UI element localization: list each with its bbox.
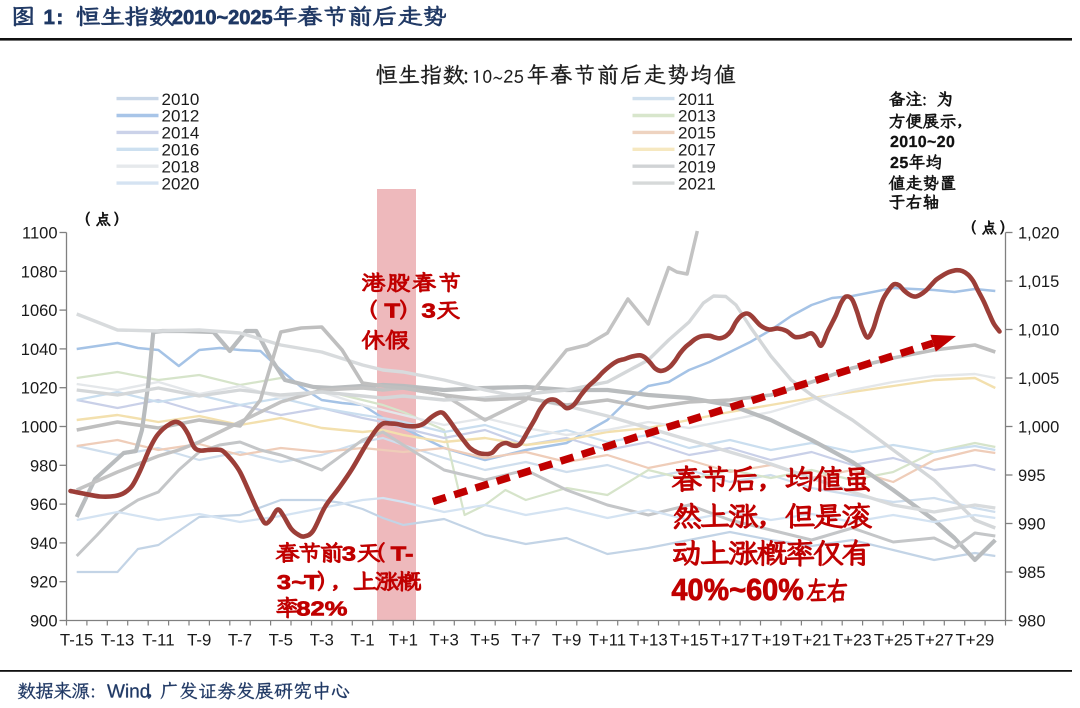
svg-text:2020: 2020 <box>162 174 200 193</box>
svg-text:2019: 2019 <box>678 157 716 176</box>
svg-text:T+23: T+23 <box>833 631 872 650</box>
svg-text:T-3: T-3 <box>310 631 334 650</box>
svg-text:T+5: T+5 <box>470 631 499 650</box>
svg-text:1020: 1020 <box>21 380 58 398</box>
svg-text:T+29: T+29 <box>956 631 995 650</box>
svg-text:1,010: 1,010 <box>1018 321 1059 339</box>
svg-text:980: 980 <box>1018 612 1046 630</box>
svg-text:1060: 1060 <box>21 302 58 320</box>
svg-text:T+11: T+11 <box>589 631 626 650</box>
svg-text:T+17: T+17 <box>711 631 750 650</box>
svg-text:T+1: T+1 <box>389 631 418 650</box>
svg-text:T-7: T-7 <box>228 631 252 650</box>
svg-text:1100: 1100 <box>22 225 57 243</box>
svg-text:T-5: T-5 <box>269 631 293 650</box>
svg-text:985: 985 <box>1018 564 1046 582</box>
svg-text:2014: 2014 <box>162 124 200 143</box>
svg-text:1080: 1080 <box>21 263 58 281</box>
svg-text:T-1: T-1 <box>350 631 374 650</box>
svg-text:T-9: T-9 <box>187 631 211 650</box>
svg-text:2010: 2010 <box>162 90 200 109</box>
svg-text:T-11: T-11 <box>142 631 174 650</box>
svg-text:1000: 1000 <box>21 419 58 437</box>
svg-text:2012: 2012 <box>162 107 200 126</box>
svg-text:1,000: 1,000 <box>1018 418 1059 436</box>
svg-text:T+19: T+19 <box>751 631 790 650</box>
svg-text:T+7: T+7 <box>511 631 540 650</box>
svg-text:960: 960 <box>30 496 58 514</box>
svg-text:995: 995 <box>1018 467 1046 485</box>
svg-text:T-15: T-15 <box>60 631 94 650</box>
svg-text:1,005: 1,005 <box>1018 370 1059 388</box>
svg-text:T+3: T+3 <box>429 631 458 650</box>
svg-text:900: 900 <box>30 613 58 631</box>
svg-text:940: 940 <box>30 535 58 553</box>
svg-text:T-13: T-13 <box>101 631 135 650</box>
svg-text:920: 920 <box>30 574 58 592</box>
svg-text:2017: 2017 <box>678 141 716 160</box>
svg-text:2011: 2011 <box>678 90 715 109</box>
svg-text:T+15: T+15 <box>670 631 709 650</box>
svg-text:T+21: T+21 <box>792 631 831 650</box>
svg-text:1,020: 1,020 <box>1018 224 1059 242</box>
svg-text:2013: 2013 <box>678 107 716 126</box>
svg-text:T+25: T+25 <box>874 631 913 650</box>
svg-text:980: 980 <box>30 457 58 475</box>
svg-text:2016: 2016 <box>162 141 200 160</box>
svg-text:T+9: T+9 <box>552 631 581 650</box>
svg-text:2018: 2018 <box>162 157 200 176</box>
svg-text:990: 990 <box>1018 515 1046 533</box>
svg-text:T+13: T+13 <box>629 631 668 650</box>
svg-text:2021: 2021 <box>678 174 716 193</box>
svg-text:T+27: T+27 <box>915 631 954 650</box>
svg-text:1040: 1040 <box>21 341 58 359</box>
svg-text:1,015: 1,015 <box>1018 273 1059 291</box>
svg-text:2015: 2015 <box>678 124 716 143</box>
